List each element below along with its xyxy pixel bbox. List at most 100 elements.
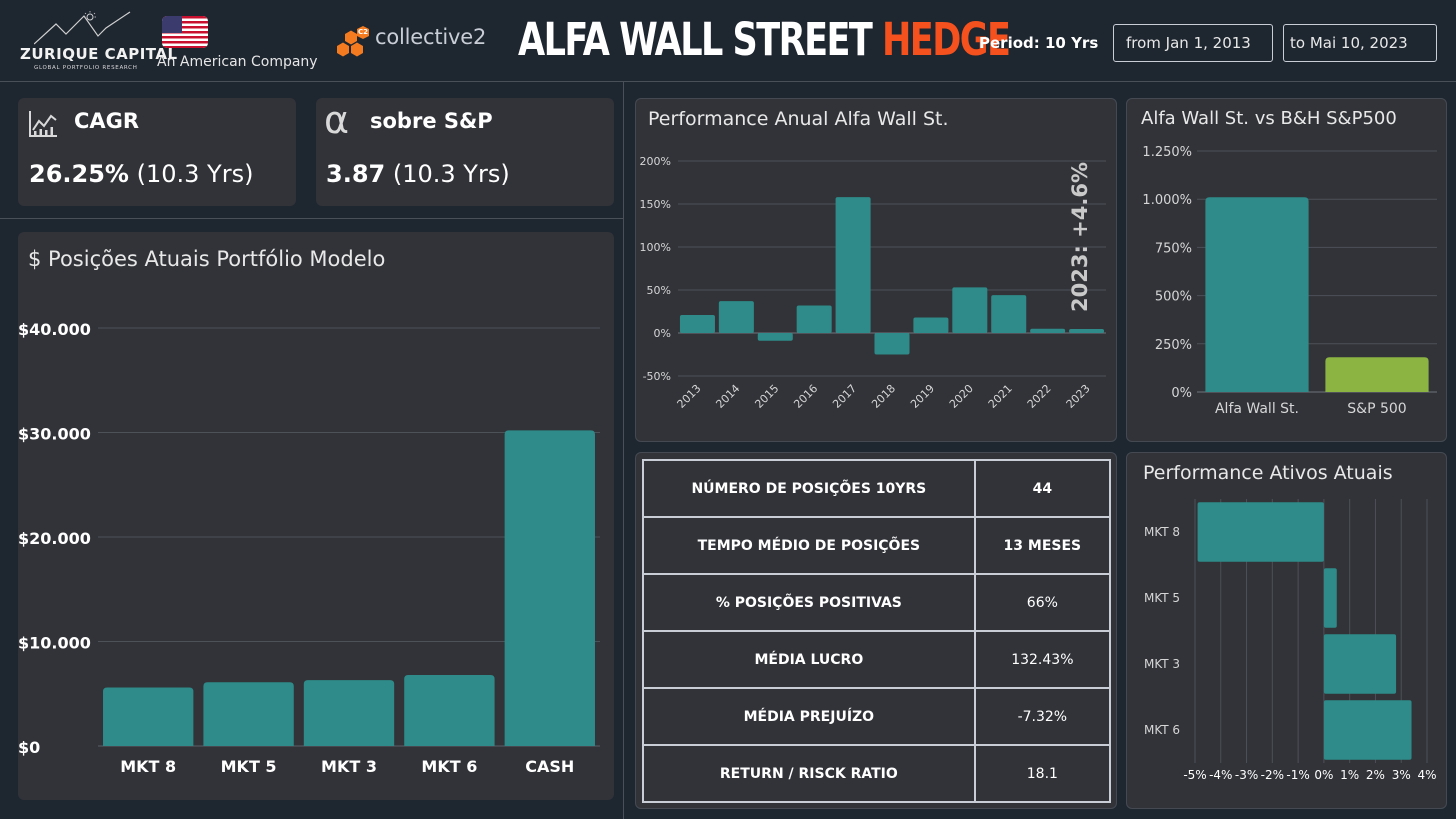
x-tick-label: 2015: [752, 382, 781, 411]
y-tick-label: 500%: [1155, 290, 1192, 305]
title-accent-text: HEDGE: [881, 13, 1011, 66]
year-annotation: 2023: +4.6%: [1068, 162, 1092, 312]
bar: [796, 305, 832, 333]
c2-name: collective2: [375, 25, 487, 49]
table-row: MÉDIA PREJUÍZO -7.32%: [642, 687, 1112, 746]
x-tick-label: 2019: [908, 382, 937, 411]
y-tick-label: $20.000: [18, 529, 91, 548]
x-tick-label: -1%: [1286, 768, 1309, 782]
mountain-sun-icon: [34, 11, 131, 45]
x-tick-label: MKT 6: [421, 757, 477, 776]
bar: [404, 674, 495, 746]
x-tick-label: 2016: [791, 382, 820, 411]
assets-chart: -5% -4% -3% -2% -1% 0% 1% 2% 3% 4% MKT 8 MKT 5 MKT 3…: [1144, 499, 1437, 782]
alpha-value: 3.87 (10.3 Yrs): [326, 160, 510, 188]
bar: [874, 333, 910, 355]
positions-chart: $0 $10.000 $20.000 $30.000 $40.000 MKT 8 MKT 5…: [18, 320, 600, 776]
bar: [1325, 357, 1429, 392]
x-tick-label: -5%: [1183, 768, 1206, 782]
period-label: Period: 10 Yrs: [979, 34, 1099, 52]
bar: [1069, 329, 1105, 333]
stat-label: TEMPO MÉDIO DE POSIÇÕES: [642, 516, 976, 575]
bar: [1205, 197, 1309, 392]
alpha-label: sobre S&P: [370, 109, 493, 133]
x-tick-label: 2021: [986, 382, 1015, 411]
alpha-number: 3.87: [326, 160, 386, 188]
y-tick-label: 100%: [640, 241, 671, 254]
alpha-card: α sobre S&P 3.87 (10.3 Yrs): [316, 98, 614, 206]
y-tick-label: 150%: [640, 198, 671, 211]
x-tick-label: 2023: [1064, 382, 1093, 411]
y-tick-label: -50%: [643, 370, 671, 383]
x-tick-label: -2%: [1261, 768, 1284, 782]
x-tick-label: 2013: [675, 382, 704, 411]
y-tick-label: 0%: [654, 327, 671, 340]
y-tick-label: MKT 5: [1144, 591, 1180, 605]
stat-label: RETURN / RISCK RATIO: [642, 744, 976, 803]
x-tick-label: CASH: [525, 757, 574, 776]
positions-chart-title: $ Posições Atuais Portfólio Modelo: [28, 247, 386, 271]
column-divider: [623, 82, 624, 819]
table-row: NÚMERO DE POSIÇÕES 10YRS 44: [642, 459, 1112, 518]
y-tick-label: $0: [18, 738, 40, 757]
annual-chart-title: Performance Anual Alfa Wall St.: [648, 108, 949, 130]
bar: [1323, 700, 1412, 760]
x-tick-label: MKT 5: [221, 757, 277, 776]
stat-label: MÉDIA PREJUÍZO: [642, 687, 976, 746]
kpi-divider: [0, 218, 623, 219]
cagr-number: 26.25%: [29, 160, 129, 188]
bar: [679, 314, 715, 333]
header-divider: [0, 81, 1456, 82]
stat-value: 66%: [973, 573, 1112, 632]
c2-logo: C2 collective2: [337, 25, 497, 58]
x-tick-label: MKT 3: [321, 757, 377, 776]
stat-value: 18.1: [973, 744, 1112, 803]
x-tick-label: S&P 500: [1347, 401, 1406, 417]
vs-sp-chart: 0% 250% 500% 750% 1.000% 1.250% Alfa Wall St. S…: [1142, 145, 1437, 417]
vs-sp-chart-title: Alfa Wall St. vs B&H S&P500: [1141, 108, 1397, 129]
y-tick-label: MKT 3: [1144, 657, 1180, 671]
bar: [1197, 502, 1324, 562]
x-tick-label: 2017: [830, 382, 859, 411]
y-tick-label: 1.000%: [1142, 193, 1192, 208]
y-tick-label: $30.000: [18, 425, 91, 444]
to-date-filter[interactable]: to Mai 10, 2023: [1283, 24, 1437, 62]
brand-subtitle: GLOBAL PORTFOLIO RESEARCH: [34, 65, 138, 71]
positions-panel: $ Posições Atuais Portfólio Modelo $0 $10…: [18, 232, 614, 800]
bar: [203, 682, 294, 746]
table-row: TEMPO MÉDIO DE POSIÇÕES 13 MESES: [642, 516, 1112, 575]
stats-table: NÚMERO DE POSIÇÕES 10YRS 44 TEMPO MÉDIO DE…: [642, 459, 1112, 803]
alpha-period: (10.3 Yrs): [392, 160, 510, 188]
x-tick-label: 0%: [1314, 768, 1333, 782]
stat-label: NÚMERO DE POSIÇÕES 10YRS: [642, 459, 976, 518]
bar: [952, 287, 988, 333]
table-row: MÉDIA LUCRO 132.43%: [642, 630, 1112, 689]
annual-panel: Performance Anual Alfa Wall St. -50% 0% 50…: [635, 98, 1117, 442]
stat-label: % POSIÇÕES POSITIVAS: [642, 573, 976, 632]
from-date-filter[interactable]: from Jan 1, 2013: [1113, 24, 1273, 62]
bar: [303, 680, 395, 746]
cagr-card: CAGR 26.25% (10.3 Yrs): [18, 98, 296, 206]
stat-value: -7.32%: [973, 687, 1112, 746]
table-row: RETURN / RISCK RATIO 18.1: [642, 744, 1112, 803]
bar: [835, 197, 871, 333]
brand-name: ZURIQUE CAPITAL: [20, 45, 178, 63]
bar: [1030, 328, 1066, 333]
x-tick-label: Alfa Wall St.: [1215, 401, 1299, 417]
company-tagline: An American Company: [157, 54, 318, 70]
y-tick-label: 0%: [1171, 386, 1192, 401]
brand-logo: ZURIQUE CAPITAL GLOBAL PORTFOLIO RESEARC…: [20, 10, 177, 74]
c2-badge: C2: [358, 28, 369, 36]
bar: [757, 333, 793, 341]
stat-value: 44: [973, 459, 1112, 518]
x-tick-label: 2020: [947, 382, 976, 411]
vs-sp-panel: Alfa Wall St. vs B&H S&P500 0% 250% 500% 75…: [1126, 98, 1447, 442]
bar: [504, 430, 595, 746]
title-main-text: ALFA WALL STREET: [518, 13, 873, 66]
hexagon-logo-icon: [337, 26, 369, 57]
line-chart-icon: [29, 111, 57, 137]
y-tick-label: $40.000: [18, 320, 91, 339]
y-tick-label: MKT 8: [1144, 525, 1180, 539]
stat-value: 132.43%: [973, 630, 1112, 689]
x-tick-label: 3%: [1392, 768, 1411, 782]
